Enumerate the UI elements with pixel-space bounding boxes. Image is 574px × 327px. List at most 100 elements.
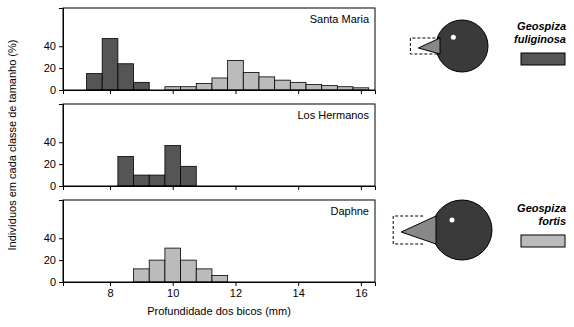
axis-line [59, 201, 64, 283]
tick-mark [59, 164, 63, 165]
tick-mark [173, 90, 174, 94]
chart: 02040Santa Maria02040Los HermanosIndivíd… [0, 0, 574, 327]
bar [134, 269, 150, 282]
tick [235, 186, 236, 190]
bar [118, 156, 134, 186]
tick [173, 186, 174, 190]
bird-illustration [393, 200, 492, 260]
legend-label: Geospizafortis [517, 202, 566, 227]
panel: 02040Santa Maria [44, 8, 376, 96]
axis-line [64, 187, 376, 191]
tick: 40 [44, 232, 63, 244]
legend-label: Geospizafuliginosa [514, 20, 566, 45]
tick: 20 [44, 158, 63, 170]
plot-frame [63, 104, 375, 186]
tick-mark [298, 186, 299, 190]
bar [149, 175, 165, 186]
tick-mark [110, 282, 111, 286]
tick-label: 16 [355, 287, 367, 299]
tick: 8 [107, 282, 113, 299]
tick-mark [298, 282, 299, 286]
axis-line [59, 9, 64, 91]
axis-line [59, 105, 64, 187]
panel-title: Los Hermanos [297, 109, 369, 121]
legend-item: Geospizafuliginosa [514, 20, 566, 65]
bar [228, 60, 244, 90]
tick-label: 10 [167, 287, 179, 299]
tick-mark [110, 186, 111, 190]
tick-mark [298, 90, 299, 94]
tick-mark [59, 238, 63, 239]
panel-title: Santa Maria [310, 13, 370, 25]
tick-label: 20 [44, 62, 56, 74]
legend-item: Geospizafortis [517, 202, 566, 247]
tick-mark [59, 90, 63, 91]
x-axis-title: Profundidade dos bicos (mm) [147, 305, 291, 317]
tick: 20 [44, 62, 63, 74]
panel: 02040810121416Daphne [44, 200, 376, 299]
tick-mark [173, 282, 174, 286]
tick [110, 90, 111, 94]
tick-label: 8 [107, 287, 113, 299]
x-axis: 8 10 12 14 16 [64, 282, 376, 299]
tick-mark [361, 282, 362, 286]
legend-swatch [521, 235, 565, 247]
tick: 40 [44, 40, 63, 52]
tick [173, 90, 174, 94]
bar [322, 86, 338, 90]
bar [243, 73, 259, 90]
x-axis [64, 186, 376, 190]
bars [118, 146, 196, 186]
panel: 0 20 40 Los Hermanos [44, 104, 376, 192]
tick-label: 14 [293, 287, 305, 299]
tick: 10 [167, 282, 179, 299]
tick-mark [59, 186, 63, 187]
tick [235, 90, 236, 94]
bar [165, 248, 181, 282]
tick-label: 20 [44, 158, 56, 170]
tick: 40 [44, 136, 63, 148]
axis-line [64, 91, 376, 95]
y-axis: 02040 [44, 201, 64, 289]
tick-label: 40 [44, 232, 56, 244]
tick-mark [59, 68, 63, 69]
bar [181, 260, 197, 282]
panel-title: Daphne [330, 205, 369, 217]
tick-mark [361, 90, 362, 94]
bar [196, 269, 212, 282]
tick-mark [59, 46, 63, 47]
tick [361, 90, 362, 94]
bar [118, 64, 134, 90]
tick: 0 [50, 276, 63, 288]
tick-mark [173, 186, 174, 190]
plot-frame [63, 200, 375, 282]
tick-mark [59, 282, 63, 283]
plot-frame [63, 8, 375, 90]
bar [149, 260, 165, 282]
legend-swatch [521, 53, 565, 65]
tick [361, 186, 362, 190]
bar [134, 82, 150, 90]
bar [212, 78, 228, 90]
tick-label: 40 [44, 136, 56, 148]
bar [87, 74, 103, 90]
bar [259, 77, 275, 90]
bar [212, 275, 228, 282]
tick-label: 40 [44, 40, 56, 52]
tick: 0 [50, 180, 63, 192]
tick-mark [235, 186, 236, 190]
tick-label: 12 [230, 287, 242, 299]
tick-mark [235, 282, 236, 286]
bar [181, 166, 197, 186]
bar [290, 82, 306, 90]
tick [298, 186, 299, 190]
tick [110, 186, 111, 190]
axis-line [64, 283, 376, 287]
bars [87, 39, 369, 90]
bar [275, 80, 291, 90]
x-axis [64, 90, 376, 94]
tick [298, 90, 299, 94]
bird-illustration [410, 20, 488, 72]
y-axis: 02040 [44, 9, 64, 97]
bar [196, 83, 212, 90]
